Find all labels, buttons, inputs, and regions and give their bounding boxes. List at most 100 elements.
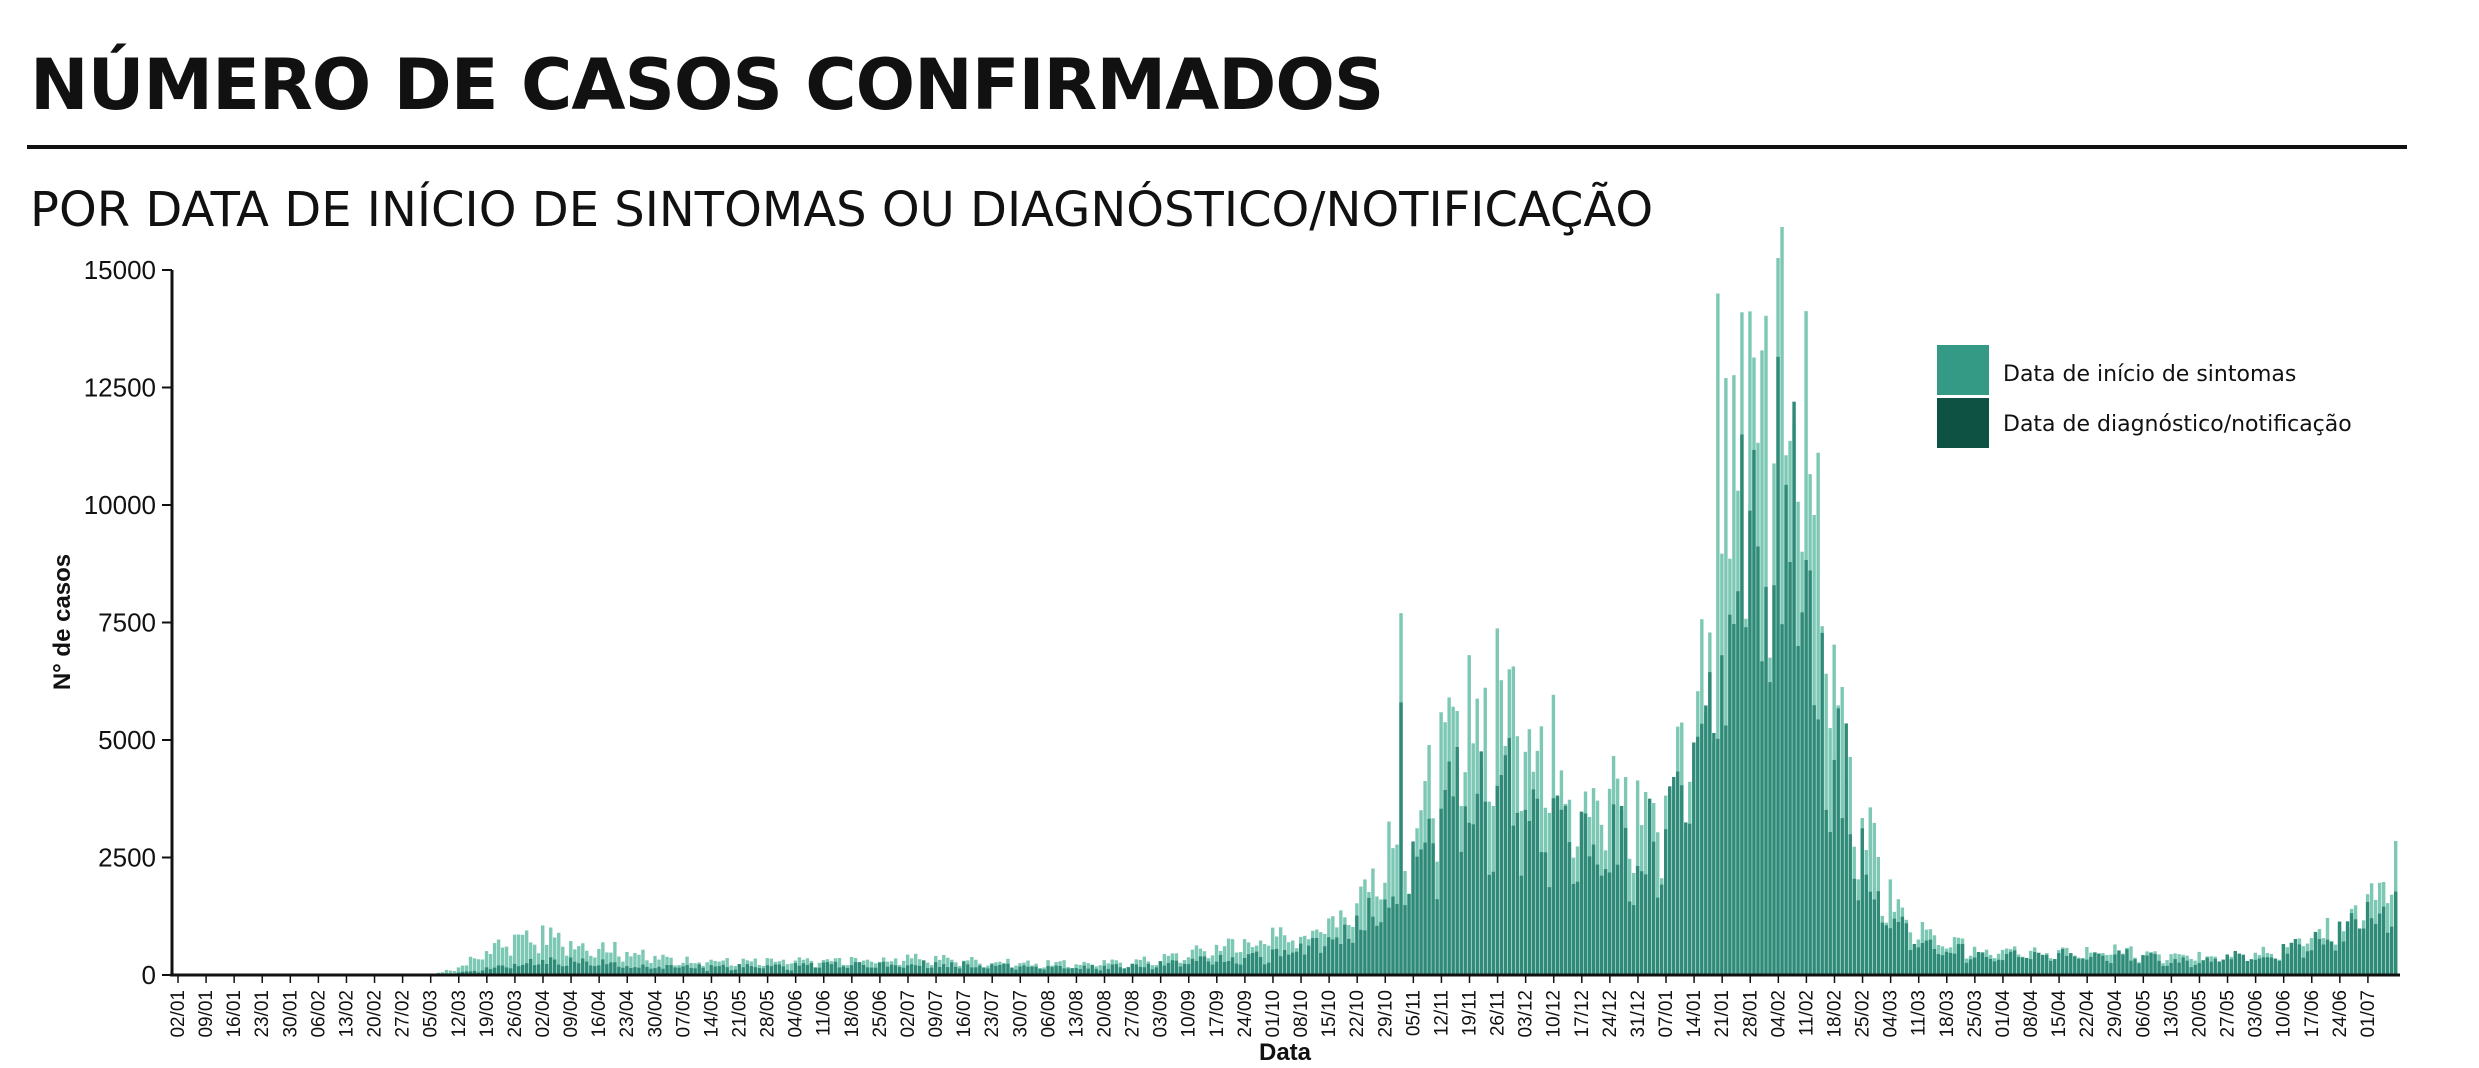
bar-diagnosis (1451, 796, 1455, 975)
bar-symptom-onset (913, 953, 918, 975)
bar-diagnosis (1816, 719, 1820, 975)
bar-diagnosis (1908, 950, 1913, 975)
bar-diagnosis (2329, 941, 2334, 975)
bar-symptom-onset (753, 958, 757, 975)
bar-diagnosis (2281, 944, 2286, 975)
bar-diagnosis (705, 970, 709, 975)
bar-diagnosis (1287, 954, 1291, 975)
bar-diagnosis (532, 965, 537, 975)
legend-label-symptom-onset: Data de início de sintomas (2003, 362, 2296, 387)
bar-diagnosis (2000, 960, 2005, 975)
bar-diagnosis (1575, 881, 1580, 975)
y-tick-label: 10000 (84, 490, 156, 520)
bar-diagnosis (2157, 960, 2161, 975)
bar-diagnosis (853, 962, 858, 975)
x-tick-label: 30/01 (280, 990, 301, 1038)
bar-diagnosis (1122, 968, 1126, 975)
x-tick-label: 01/10 (1263, 990, 1284, 1038)
bar-diagnosis (913, 965, 918, 975)
bar-diagnosis (1427, 818, 1431, 975)
bar-diagnosis (1563, 805, 1568, 975)
bar-diagnosis (978, 965, 982, 975)
bar-diagnosis (1764, 586, 1768, 975)
bar-diagnosis (1712, 732, 1716, 975)
bar-diagnosis (2345, 921, 2350, 975)
x-tick-label: 06/08 (1038, 990, 1059, 1038)
x-tick-label: 09/07 (926, 990, 947, 1038)
bar-diagnosis (2261, 957, 2266, 975)
bar-diagnosis (1154, 967, 1159, 975)
bar-diagnosis (1158, 961, 1163, 975)
bar-diagnosis (1399, 702, 1403, 975)
bar-diagnosis (1106, 968, 1110, 975)
bar-diagnosis (1940, 955, 1945, 975)
bar-diagnosis (1864, 874, 1868, 975)
page-subtitle: POR DATA DE INÍCIO DE SINTOMAS OU DIAGNÓ… (30, 182, 1654, 238)
bar-diagnosis (1046, 965, 1050, 975)
x-tick-label: 03/09 (1151, 990, 1172, 1038)
bar-diagnosis (2053, 959, 2057, 975)
bar-diagnosis (1700, 723, 1704, 975)
bar-diagnosis (1647, 798, 1652, 975)
bar-diagnosis (1202, 956, 1207, 975)
bar-diagnosis (765, 965, 769, 975)
bar-diagnosis (1804, 560, 1808, 975)
bar-diagnosis (2008, 951, 2013, 975)
x-tick-label: 14/01 (1684, 990, 1705, 1038)
bar-diagnosis (1948, 952, 1953, 975)
bar-diagnosis (841, 966, 846, 975)
bar-diagnosis (1347, 938, 1351, 975)
bar-symptom-onset (2189, 958, 2193, 975)
bar-diagnosis (1210, 964, 1215, 975)
bar-diagnosis (2117, 950, 2121, 975)
bar-diagnosis (2297, 944, 2302, 975)
bar-diagnosis (689, 967, 693, 975)
bar-diagnosis (974, 967, 978, 975)
bar-diagnosis (2029, 959, 2033, 975)
bar-diagnosis (833, 961, 838, 975)
y-tick-label: 12500 (84, 373, 156, 403)
x-tick-label: 04/02 (1768, 990, 1789, 1038)
bar-diagnosis (1988, 959, 1993, 975)
bar-diagnosis (2341, 941, 2346, 975)
bar-diagnosis (950, 962, 954, 975)
bar-diagnosis (897, 967, 902, 975)
bar-diagnosis (721, 964, 725, 975)
bar-symptom-onset (484, 951, 489, 975)
bar-diagnosis (1078, 969, 1082, 975)
bar-diagnosis (661, 968, 665, 975)
bar-diagnosis (970, 967, 974, 975)
bar-diagnosis (1535, 798, 1540, 975)
bar-diagnosis (1820, 632, 1824, 975)
bar-diagnosis (1603, 869, 1608, 975)
bar-diagnosis (1776, 356, 1780, 976)
bar-diagnosis (2109, 963, 2113, 975)
bar-diagnosis (2317, 939, 2322, 975)
bar-diagnosis (1467, 822, 1471, 975)
bar-diagnosis (2197, 963, 2201, 975)
bar-symptom-onset (1724, 378, 1728, 976)
bar-diagnosis (2033, 952, 2037, 975)
bar-diagnosis (1595, 864, 1600, 975)
bar-diagnosis (1182, 963, 1187, 975)
bar-diagnosis (1688, 823, 1692, 975)
bar-diagnosis (1660, 884, 1664, 975)
bar-diagnosis (1587, 856, 1592, 975)
bar-diagnosis (540, 959, 545, 975)
bar-diagnosis (601, 959, 605, 975)
bar-diagnosis (2193, 965, 2197, 975)
bar-diagnosis (1058, 966, 1062, 975)
bar-symptom-onset (1387, 821, 1391, 975)
bar-diagnosis (1166, 963, 1171, 975)
bar-diagnosis (1631, 905, 1636, 975)
bar-diagnosis (2229, 959, 2233, 975)
bar-diagnosis (1359, 929, 1363, 975)
bar-diagnosis (1278, 956, 1283, 975)
bar-diagnosis (1876, 891, 1880, 975)
x-tick-label: 11/06 (814, 990, 835, 1036)
bar-diagnosis (2245, 961, 2249, 975)
bar-diagnosis (1892, 918, 1897, 975)
bar-diagnosis (1856, 900, 1860, 975)
bar-diagnosis (1082, 965, 1086, 975)
bar-diagnosis (1499, 775, 1503, 975)
